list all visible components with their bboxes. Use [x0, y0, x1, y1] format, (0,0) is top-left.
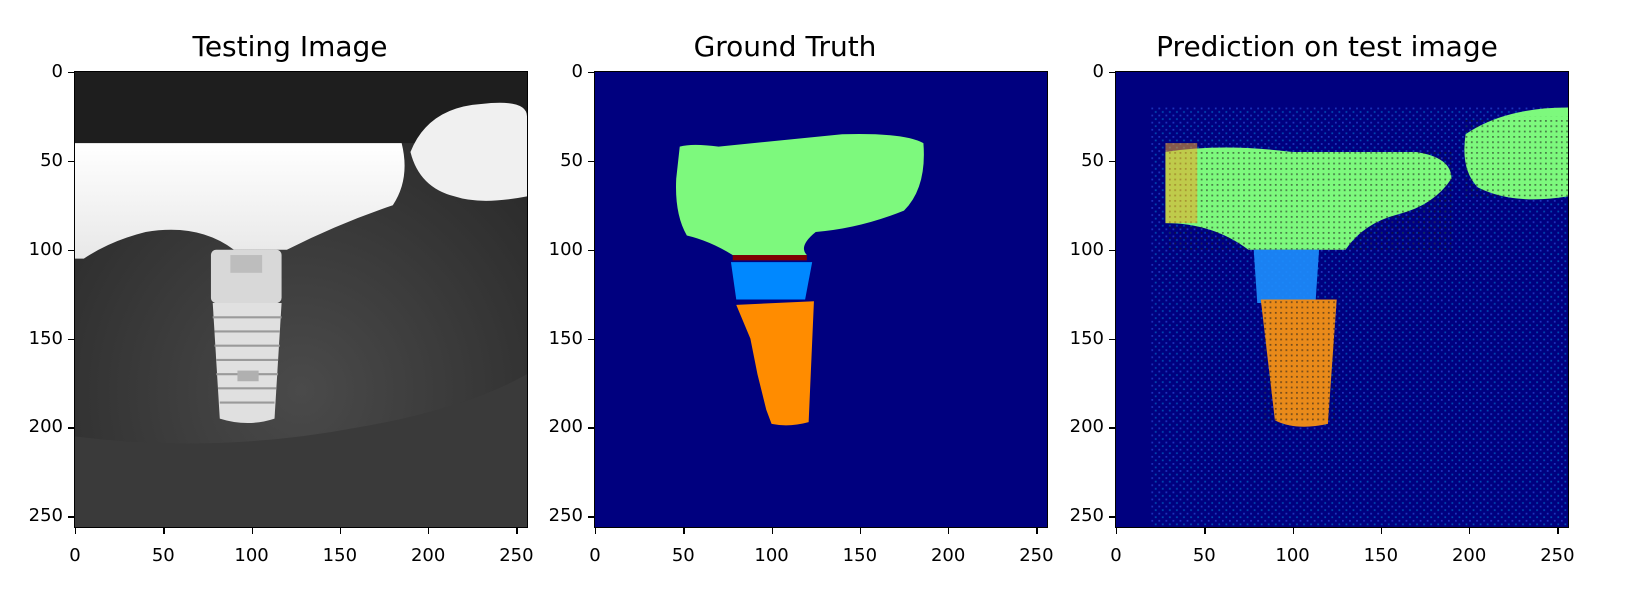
y-tick-mark	[588, 249, 595, 252]
x-tick-mark	[683, 527, 685, 534]
x-tick-label: 100	[754, 545, 789, 566]
x-tick-mark	[1036, 527, 1038, 534]
x-tick-mark	[1204, 527, 1206, 534]
x-tick-label: 0	[589, 545, 601, 566]
x-tick-mark	[1557, 527, 1559, 534]
x-tick-mark	[1116, 527, 1118, 534]
x-tick-label: 50	[1192, 545, 1216, 566]
y-tick-mark	[68, 249, 75, 252]
x-tick-label: 100	[1275, 545, 1310, 566]
y-tick-label: 100	[548, 238, 583, 260]
y-tick-label: 0	[1092, 61, 1104, 82]
x-tick-label: 150	[842, 545, 878, 566]
y-tick-mark	[68, 427, 75, 429]
x-tick-mark	[771, 527, 773, 534]
x-tick-mark	[516, 527, 518, 534]
x-tick-label: 50	[671, 545, 695, 566]
y-tick-mark	[1109, 72, 1116, 74]
y-tick-label: 0	[51, 61, 63, 82]
y-tick-label: 50	[1081, 149, 1104, 171]
y-tick-label: 250	[28, 505, 63, 527]
y-tick-label: 150	[548, 327, 583, 349]
y-tick-label: 0	[571, 61, 583, 82]
y-tick-label: 150	[1069, 327, 1104, 349]
y-tick-mark	[1109, 338, 1116, 340]
y-tick-label: 200	[1069, 416, 1104, 438]
x-tick-mark	[251, 527, 253, 534]
y-tick-mark	[68, 160, 75, 163]
x-tick-mark	[948, 527, 950, 534]
y-tick-mark	[588, 72, 595, 74]
x-tick-label: 200	[930, 545, 966, 566]
x-tick-mark	[1469, 527, 1471, 534]
x-tick-mark	[595, 527, 597, 534]
x-tick-label: 200	[410, 545, 446, 566]
panel-prediction: Prediction on test image	[1040, 0, 1590, 608]
x-tick-mark	[428, 527, 430, 534]
y-tick-mark	[68, 516, 75, 518]
panel-title: Testing Image	[192, 30, 388, 63]
y-tick-mark	[1109, 249, 1116, 252]
panel-title: Prediction on test image	[1156, 30, 1498, 63]
y-tick-mark	[588, 427, 595, 429]
panel-testing-image: Testing Image	[0, 0, 550, 608]
x-tick-mark	[339, 527, 342, 534]
y-tick-label: 200	[28, 416, 63, 438]
y-tick-label: 250	[1069, 505, 1104, 527]
y-tick-label: 250	[548, 505, 583, 527]
y-tick-mark	[68, 72, 75, 74]
x-tick-mark	[1380, 527, 1383, 534]
y-tick-mark	[588, 516, 595, 518]
x-tick-label: 150	[322, 545, 358, 566]
x-tick-label: 50	[151, 545, 175, 566]
x-tick-label: 200	[1451, 545, 1487, 566]
x-tick-label: 150	[1363, 545, 1399, 566]
y-tick-mark	[588, 160, 595, 163]
y-tick-mark	[1109, 516, 1116, 518]
xray-image	[74, 71, 528, 528]
x-tick-label: 0	[1110, 545, 1122, 566]
x-tick-mark	[75, 527, 77, 534]
prediction-mask	[1115, 71, 1569, 528]
x-tick-label: 250	[499, 545, 534, 566]
y-tick-label: 50	[560, 149, 583, 171]
x-tick-mark	[1292, 527, 1294, 534]
ground-truth-mask	[594, 71, 1048, 528]
y-tick-label: 150	[28, 327, 63, 349]
x-tick-mark	[859, 527, 862, 534]
x-tick-mark	[163, 527, 165, 534]
x-tick-label: 0	[69, 545, 81, 566]
x-tick-label: 250	[1019, 545, 1054, 566]
panel-ground-truth: Ground Truth	[520, 0, 1070, 608]
x-tick-label: 100	[234, 545, 269, 566]
y-tick-label: 200	[548, 416, 583, 438]
y-tick-mark	[68, 338, 75, 340]
y-tick-mark	[1109, 160, 1116, 163]
y-tick-label: 100	[1069, 238, 1104, 260]
y-tick-label: 100	[28, 238, 63, 260]
x-tick-label: 250	[1540, 545, 1575, 566]
y-tick-mark	[588, 338, 595, 340]
y-tick-label: 50	[40, 149, 63, 171]
y-tick-mark	[1109, 427, 1116, 429]
panel-title: Ground Truth	[693, 30, 877, 63]
